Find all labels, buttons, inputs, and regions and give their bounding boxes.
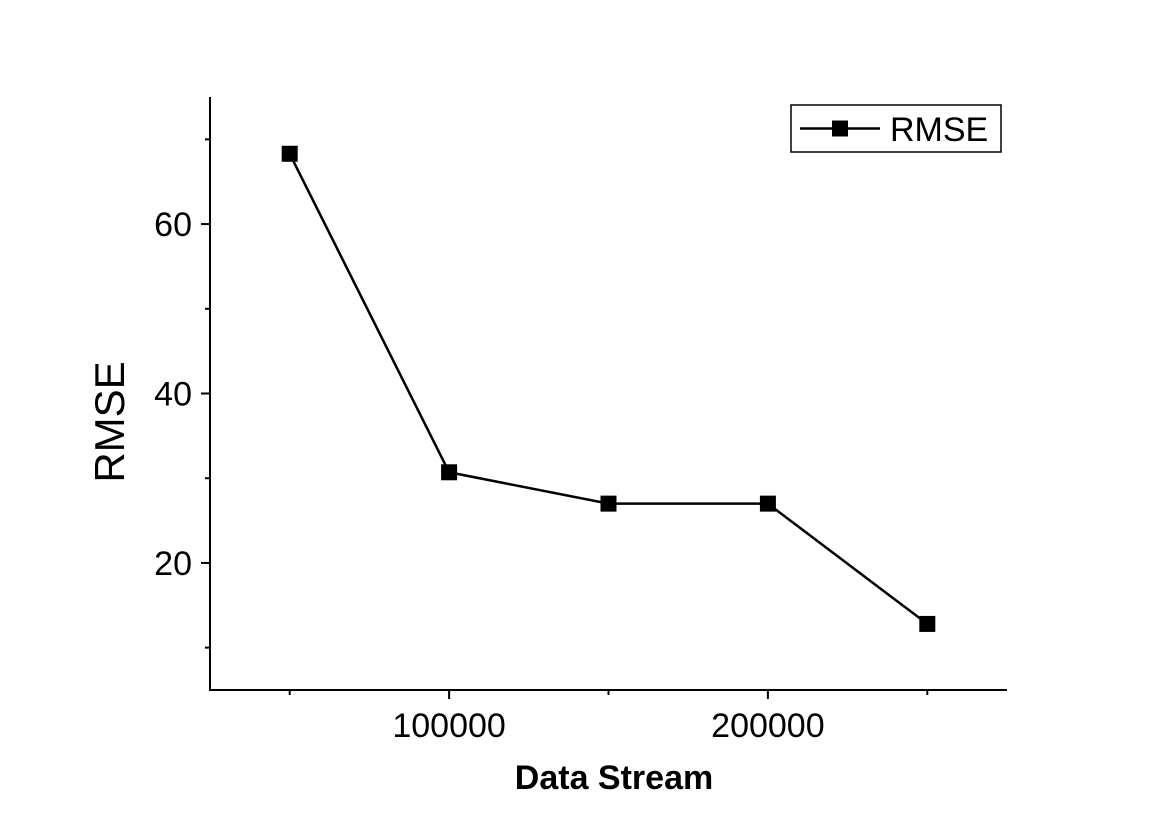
legend: RMSE <box>790 104 1002 153</box>
legend-marker <box>832 120 848 137</box>
y-tick-label: 60 <box>154 206 192 244</box>
data-point <box>281 145 298 162</box>
data-point <box>600 495 617 512</box>
series-layer <box>281 145 936 632</box>
x-axis-title: Data Stream <box>515 759 713 797</box>
legend-label-rmse: RMSE <box>890 111 988 149</box>
x-tick-label: 100000 <box>392 707 505 745</box>
series-line-rmse <box>288 153 929 625</box>
ticks: 100000 200000 20 40 60 <box>154 138 929 745</box>
y-tick-label: 20 <box>154 545 192 583</box>
axes <box>209 97 1007 691</box>
data-point <box>441 464 458 481</box>
data-point <box>759 495 776 512</box>
y-axis-title: RMSE <box>86 361 133 482</box>
y-tick-label: 40 <box>154 376 192 414</box>
data-point <box>919 615 936 632</box>
x-tick-label: 200000 <box>711 707 824 745</box>
